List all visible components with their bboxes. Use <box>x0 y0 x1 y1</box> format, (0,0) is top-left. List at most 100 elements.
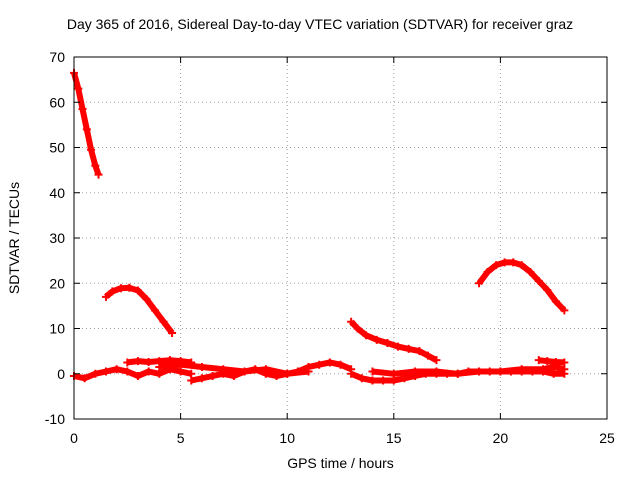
data-point <box>432 356 441 365</box>
data-point <box>116 284 125 293</box>
data-point <box>362 331 371 340</box>
series-line-arc-4 <box>476 259 567 313</box>
x-tick-label: 20 <box>493 430 509 446</box>
data-point <box>94 170 103 179</box>
y-tick-label: -10 <box>45 411 65 427</box>
data-point <box>91 369 100 378</box>
data-point <box>492 261 501 270</box>
data-point <box>347 369 356 378</box>
data-point <box>197 362 206 371</box>
data-point <box>82 125 91 134</box>
data-point <box>475 279 484 288</box>
data-point <box>219 365 228 374</box>
y-tick-label: 20 <box>49 275 65 291</box>
x-tick-label: 0 <box>70 430 78 446</box>
data-point <box>539 365 548 374</box>
series-line-arc-2 <box>104 284 175 335</box>
axis-ticks: 0 5 10 15 20 25 -10 0 10 20 30 40 50 60 70 <box>45 49 615 446</box>
data-point <box>197 374 206 383</box>
series-line-arc-3 <box>349 319 438 363</box>
data-point <box>336 360 345 369</box>
data-point <box>315 360 324 369</box>
data-point <box>176 367 185 376</box>
data-point <box>87 145 96 154</box>
data-point <box>80 374 89 383</box>
data-point <box>208 372 217 381</box>
data-point <box>383 338 392 347</box>
x-tick-label: 15 <box>386 430 402 446</box>
data-point <box>112 365 121 374</box>
x-axis-label: GPS time / hours <box>287 455 394 471</box>
data-point <box>353 324 362 333</box>
y-tick-label: 50 <box>49 140 65 156</box>
data-point <box>389 369 398 378</box>
y-tick-label: 70 <box>49 49 65 65</box>
data-point <box>496 367 505 376</box>
data-point <box>155 362 164 371</box>
data-point <box>423 351 432 360</box>
data-point <box>159 317 168 326</box>
y-tick-label: 30 <box>49 230 65 246</box>
data-point <box>517 261 526 270</box>
y-tick-label: 0 <box>57 366 65 382</box>
data-point <box>551 297 560 306</box>
data-point <box>78 105 87 114</box>
data-point <box>176 360 185 369</box>
y-tick-label: 40 <box>49 185 65 201</box>
data-point <box>483 267 492 276</box>
data-point <box>543 357 552 366</box>
data-point <box>432 367 441 376</box>
data-point <box>133 372 142 381</box>
data-point <box>187 369 196 378</box>
data-point <box>123 358 132 367</box>
data-point <box>91 161 100 170</box>
series-line-arc-5 <box>538 357 565 366</box>
data-point <box>347 317 356 326</box>
data-point <box>142 295 151 304</box>
data-point <box>543 286 552 295</box>
data-point <box>144 357 153 366</box>
data-point <box>357 374 366 383</box>
data-point <box>560 365 569 374</box>
y-tick-label: 60 <box>49 94 65 110</box>
data-point <box>453 369 462 378</box>
data-point <box>108 287 117 296</box>
data-point <box>101 367 110 376</box>
data-point <box>534 276 543 285</box>
data-point <box>560 358 569 367</box>
data-point <box>368 376 377 385</box>
data-point <box>379 376 388 385</box>
data-point <box>509 258 518 267</box>
data-point <box>389 376 398 385</box>
data-point <box>404 344 413 353</box>
data-point <box>151 306 160 315</box>
data-point <box>101 292 110 301</box>
data-point <box>168 329 177 338</box>
data-point <box>261 365 270 374</box>
data-point <box>560 306 569 315</box>
data-point <box>187 376 196 385</box>
data-point <box>551 357 560 366</box>
chart-title: Day 365 of 2016, Sidereal Day-to-day VTE… <box>66 16 574 32</box>
data-point <box>240 367 249 376</box>
data-point <box>411 367 420 376</box>
data-point <box>123 367 132 376</box>
series-line-baseline-3 <box>190 359 353 384</box>
x-tick-label: 25 <box>599 430 615 446</box>
data-point <box>133 357 142 366</box>
data-point <box>394 342 403 351</box>
data-point <box>415 347 424 356</box>
data-series <box>70 68 569 385</box>
data-point <box>526 267 535 276</box>
data-point <box>500 258 509 267</box>
data-point <box>549 369 558 378</box>
data-point <box>368 367 377 376</box>
data-point <box>125 283 134 292</box>
data-point <box>534 356 543 365</box>
data-point <box>475 367 484 376</box>
data-point <box>517 365 526 374</box>
data-point <box>144 367 153 376</box>
data-point <box>372 335 381 344</box>
y-tick-label: 10 <box>49 321 65 337</box>
